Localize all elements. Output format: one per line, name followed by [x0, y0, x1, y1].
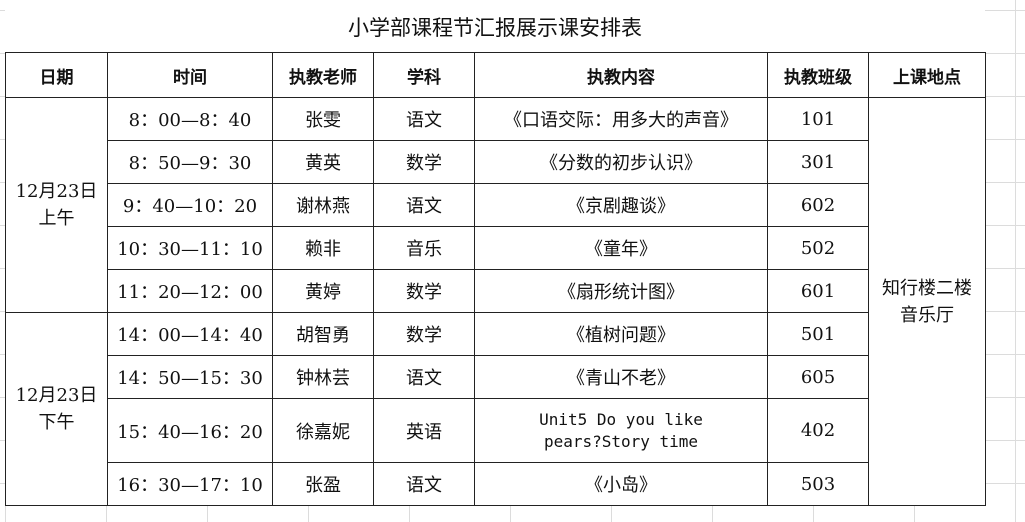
teacher-cell: 胡智勇 [272, 312, 374, 356]
teacher-cell: 黄婷 [272, 269, 374, 313]
time-cell: 15：40—16：20 [107, 398, 273, 463]
class-cell: 601 [767, 269, 869, 313]
header-row: 日期 时间 执教老师 学科 执教内容 执教班级 上课地点 [5, 52, 986, 98]
class-cell: 605 [767, 355, 869, 399]
teacher-cell: 张雯 [272, 97, 374, 141]
class-cell: 602 [767, 183, 869, 227]
table-row: 10：30—11：10 赖非 音乐 《童年》 502 [6, 226, 986, 270]
content-cell: 《京剧趣谈》 [474, 183, 768, 227]
subject-cell: 语文 [373, 183, 475, 227]
teacher-cell: 谢林燕 [272, 183, 374, 227]
time-cell: 9：40—10：20 [107, 183, 273, 227]
time-cell: 8：00—8：40 [107, 97, 273, 141]
schedule-table: 日期 时间 执教老师 学科 执教内容 执教班级 上课地点 12月23日 上午 8：… [5, 52, 986, 506]
subject-cell: 语文 [373, 355, 475, 399]
subject-cell: 数学 [373, 269, 475, 313]
class-cell: 503 [767, 462, 869, 506]
content-cell: Unit5 Do you like pears?Story time [474, 398, 768, 463]
date-text: 12月23日 [15, 181, 98, 202]
content-cell: 《分数的初步认识》 [474, 140, 768, 184]
content-cell: 《小岛》 [474, 462, 768, 506]
class-cell: 301 [767, 140, 869, 184]
date-text: 12月23日 [15, 385, 98, 406]
teacher-cell: 赖非 [272, 226, 374, 270]
subject-cell: 数学 [373, 140, 475, 184]
period-text: 下午 [38, 412, 75, 433]
table-row: 16：30—17：10 张盈 语文 《小岛》 503 [6, 462, 986, 506]
table-row: 15：40—16：20 徐嘉妮 英语 Unit5 Do you like pear… [6, 398, 986, 463]
class-cell: 402 [767, 398, 869, 463]
subject-cell: 英语 [373, 398, 475, 463]
class-cell: 101 [767, 97, 869, 141]
subject-cell: 语文 [373, 462, 475, 506]
class-cell: 501 [767, 312, 869, 356]
teacher-cell: 黄英 [272, 140, 374, 184]
date-cell-afternoon: 12月23日 下午 [5, 312, 108, 506]
location-text: 音乐厅 [900, 304, 954, 326]
header-class: 执教班级 [767, 52, 869, 98]
teacher-cell: 徐嘉妮 [272, 398, 374, 463]
teacher-cell: 钟林芸 [272, 355, 374, 399]
header-content: 执教内容 [474, 52, 768, 98]
content-line: pears?Story time [543, 431, 699, 451]
header-location: 上课地点 [868, 52, 986, 98]
teacher-cell: 张盈 [272, 462, 374, 506]
table-row: 12月23日 上午 8：00—8：40 张雯 语文 《口语交际：用多大的声音》 1… [5, 97, 986, 506]
content-cell: 《植树问题》 [474, 312, 768, 356]
table-row: 8：50—9：30 黄英 数学 《分数的初步认识》 301 [6, 140, 986, 184]
header-subject: 学科 [373, 52, 475, 98]
class-cell: 502 [767, 226, 869, 270]
time-cell: 14：00—14：40 [107, 312, 273, 356]
time-cell: 11：20—12：00 [107, 269, 273, 313]
header-time: 时间 [107, 52, 273, 98]
subject-cell: 音乐 [373, 226, 475, 270]
table-row: 12月23日 下午 14：00—14：40 胡智勇 数学 《植树问题》 501 [5, 312, 986, 506]
content-cell: 《童年》 [474, 226, 768, 270]
page-title: 小学部课程节汇报展示课安排表 [5, 0, 985, 52]
table-row: 14：50—15：30 钟林芸 语文 《青山不老》 605 [6, 355, 986, 399]
table-row: 9：40—10：20 谢林燕 语文 《京剧趣谈》 602 [6, 183, 986, 227]
content-cell: 《青山不老》 [474, 355, 768, 399]
content-line: Unit5 Do you like [539, 409, 703, 429]
content-cell: 《口语交际：用多大的声音》 [474, 97, 768, 141]
date-cell-morning: 12月23日 上午 [5, 97, 108, 313]
header-teacher: 执教老师 [272, 52, 374, 98]
period-text: 上午 [38, 208, 75, 229]
time-cell: 14：50—15：30 [107, 355, 273, 399]
table-row: 11：20—12：00 黄婷 数学 《扇形统计图》 601 [6, 269, 986, 313]
content-cell: 《扇形统计图》 [474, 269, 768, 313]
time-cell: 16：30—17：10 [107, 462, 273, 506]
location-text: 知行楼二楼 [882, 277, 972, 299]
subject-cell: 数学 [373, 312, 475, 356]
header-date: 日期 [5, 52, 108, 98]
location-cell: 知行楼二楼 音乐厅 [868, 97, 986, 506]
subject-cell: 语文 [373, 97, 475, 141]
time-cell: 8：50—9：30 [107, 140, 273, 184]
time-cell: 10：30—11：10 [107, 226, 273, 270]
